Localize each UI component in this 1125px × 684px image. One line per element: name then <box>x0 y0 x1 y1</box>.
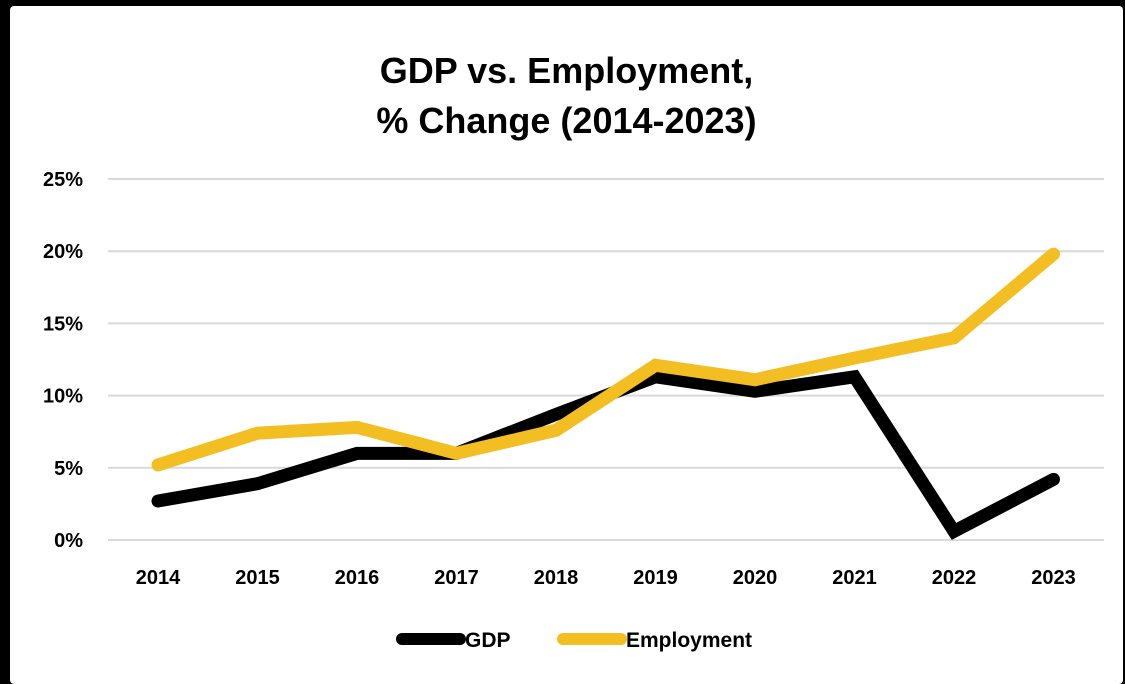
legend: GDP Employment <box>396 629 752 652</box>
x-tick-label: 2019 <box>633 567 678 589</box>
chart-title-line-1: GDP vs. Employment, <box>379 50 754 91</box>
y-tick-label: 5% <box>54 458 83 480</box>
x-tick-label: 2018 <box>534 567 579 589</box>
chart-title: GDP vs. Employment, % Change (2014-2023) <box>10 46 1123 146</box>
y-tick-label: 15% <box>43 313 83 335</box>
chart-frame: GDP vs. Employment, % Change (2014-2023)… <box>10 6 1123 684</box>
x-tick-label: 2020 <box>733 567 778 589</box>
x-tick-label: 2014 <box>136 567 181 589</box>
chart-title-line-2: % Change (2014-2023) <box>376 100 757 141</box>
line-chart: 0%5%10%15%20%25% 2014 2015 2016 2017 2018 201… <box>43 169 1104 652</box>
x-tick-label: 2016 <box>335 567 380 589</box>
legend-label-employment: Employment <box>626 629 752 652</box>
x-tick-label: 2022 <box>932 567 977 589</box>
legend-label-gdp: GDP <box>465 629 511 652</box>
x-tick-label: 2023 <box>1031 567 1076 589</box>
x-tick-label: 2015 <box>235 567 280 589</box>
y-tick-label: 20% <box>43 241 83 263</box>
y-tick-label: 25% <box>43 169 83 191</box>
y-tick-label: 10% <box>43 386 83 408</box>
x-tick-label: 2021 <box>832 567 877 589</box>
series-lines <box>151 247 1060 540</box>
employment-series-line <box>151 247 1060 472</box>
x-axis-tick-labels: 2014 2015 2016 2017 2018 2019 2020 2021 2022 2023 <box>136 567 1076 589</box>
y-tick-label: 0% <box>54 530 83 552</box>
y-axis-tick-labels: 0% 5% 10% 15% 20% 25% <box>43 169 83 552</box>
x-tick-label: 2017 <box>434 567 479 589</box>
